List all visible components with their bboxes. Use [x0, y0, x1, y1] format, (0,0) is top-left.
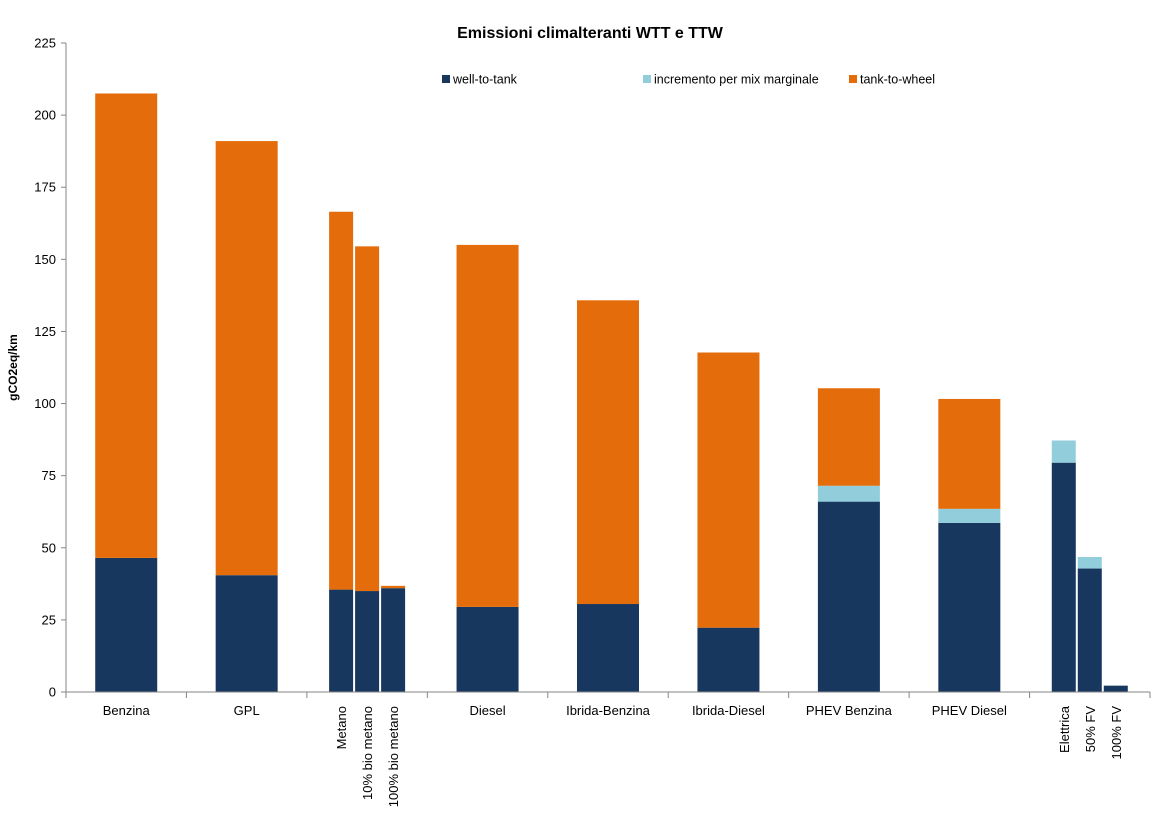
- x-category-label: GPL: [234, 703, 260, 718]
- bar-segment-ttw: [938, 398, 1001, 509]
- y-tick-label: 100: [34, 396, 56, 411]
- bar-sublabel: 50% FV: [1083, 706, 1098, 753]
- y-tick-label: 50: [42, 540, 56, 555]
- bar-segment-wtt: [456, 606, 519, 692]
- bar-segment-wtt: [95, 557, 158, 692]
- legend-swatch-ttw: [849, 75, 857, 83]
- legend-label-wtt: well-to-tank: [452, 73, 518, 87]
- bar-sublabel: Elettrica: [1057, 705, 1072, 753]
- bar-segment-mix: [938, 508, 1001, 523]
- bar-segment-ttw: [817, 388, 880, 486]
- legend-label-mix: incremento per mix marginale: [654, 73, 819, 87]
- bar-segment-wtt: [355, 591, 380, 692]
- bar-sublabel: Metano: [334, 706, 349, 749]
- bar-sublabel: 10% bio metano: [360, 706, 375, 800]
- x-category-label: Ibrida-Benzina: [566, 703, 651, 718]
- x-category-label: Ibrida-Diesel: [692, 703, 765, 718]
- bar-segment-mix: [817, 485, 880, 502]
- x-category-label: Diesel: [469, 703, 505, 718]
- y-tick-label: 150: [34, 252, 56, 267]
- bar-segment-wtt: [1103, 685, 1128, 692]
- bar-segment-ttw: [355, 246, 380, 592]
- bar-segment-ttw: [381, 585, 406, 589]
- legend-label-ttw: tank-to-wheel: [860, 73, 935, 87]
- bar-segment-ttw: [577, 300, 639, 605]
- bar-segment-wtt: [1077, 568, 1102, 692]
- bar-segment-wtt: [697, 627, 760, 692]
- legend-swatch-wtt: [442, 75, 450, 83]
- bar-segment-wtt: [938, 522, 1001, 692]
- bar-segment-wtt: [577, 604, 639, 692]
- bar-segment-ttw: [456, 244, 519, 607]
- y-tick-label: 0: [49, 685, 56, 700]
- bar-segment-ttw: [215, 141, 278, 576]
- bar-segment-mix: [1077, 557, 1102, 569]
- y-tick-label: 200: [34, 108, 56, 123]
- bar-segment-ttw: [329, 211, 354, 590]
- y-tick-label: 125: [34, 324, 56, 339]
- bar-segment-ttw: [697, 352, 760, 628]
- bars-layer: [95, 93, 1128, 692]
- bar-segment-ttw: [95, 93, 158, 558]
- x-category-label: Benzina: [103, 703, 151, 718]
- bar-segment-wtt: [381, 588, 406, 692]
- x-axis: Benzina GPL Metano 10% bio metano 100% bio m…: [65, 691, 1151, 807]
- y-tick-label: 175: [34, 180, 56, 195]
- y-axis: 0 25 50 75 100 125 150 175 200 225 gCO2eq/km: [6, 36, 67, 700]
- legend-swatch-mix: [643, 75, 651, 83]
- bar-segment-wtt: [1051, 462, 1076, 692]
- x-category-label: PHEV Benzina: [806, 703, 893, 718]
- chart-title: Emissioni climalteranti WTT e TTW: [457, 25, 724, 42]
- bar-sublabel: 100% FV: [1109, 706, 1124, 760]
- bar-segment-wtt: [329, 589, 354, 692]
- bar-segment-wtt: [215, 575, 278, 692]
- y-tick-label: 225: [34, 36, 56, 51]
- y-axis-label: gCO2eq/km: [6, 334, 20, 401]
- y-tick-label: 25: [42, 612, 56, 627]
- legend: well-to-tank incremento per mix marginale…: [442, 73, 935, 87]
- y-tick-label: 75: [42, 468, 56, 483]
- bar-segment-mix: [1051, 440, 1076, 463]
- bar-segment-wtt: [817, 501, 880, 692]
- bar-sublabel: 100% bio metano: [386, 706, 401, 807]
- x-category-label: PHEV Diesel: [932, 703, 1007, 718]
